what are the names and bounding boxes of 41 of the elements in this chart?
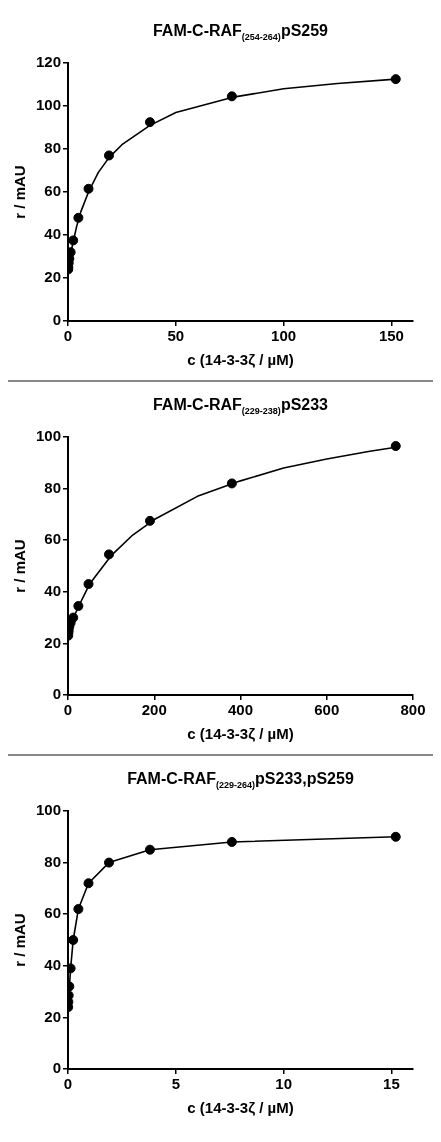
- x-axis-title: c (14-3-3ζ / µM): [187, 725, 294, 743]
- x-axis-title: c (14-3-3ζ / µM): [187, 351, 294, 369]
- y-axis-title: r / mAU: [11, 913, 29, 967]
- y-tick-label: 100: [36, 427, 62, 445]
- y-tick-label: 100: [36, 96, 62, 114]
- y-axis-title: r / mAU: [11, 539, 29, 593]
- y-tick-label: 0: [52, 685, 62, 703]
- x-tick-label: 0: [63, 701, 73, 719]
- y-tick-label: 120: [36, 53, 62, 71]
- y-tick-label: 80: [44, 478, 62, 496]
- chart-title: FAM-C-RAF$_{(254-264)}$pS259: [151, 22, 329, 45]
- y-tick-label: 20: [44, 268, 62, 286]
- chart-title: FAM-C-RAF$_{(229-264)}$pS233,pS259: [126, 770, 355, 793]
- y-tick-label: 0: [52, 311, 62, 329]
- x-tick-label: 0: [63, 327, 73, 345]
- y-tick-label: 60: [44, 904, 62, 922]
- y-tick-label: 0: [52, 1059, 62, 1077]
- chart-title: FAM-C-RAF$_{(229-238)}$pS233: [151, 396, 329, 419]
- x-tick-label: 15: [383, 1075, 400, 1093]
- y-tick-label: 80: [44, 139, 62, 157]
- x-tick-label: 150: [378, 327, 404, 345]
- x-tick-label: 0: [63, 1075, 73, 1093]
- x-tick-label: 800: [400, 701, 426, 719]
- y-tick-label: 40: [44, 955, 62, 973]
- y-tick-label: 40: [44, 225, 62, 243]
- y-axis-title: r / mAU: [11, 165, 29, 219]
- y-tick-label: 20: [44, 633, 62, 651]
- x-tick-label: 100: [271, 327, 297, 345]
- x-tick-label: 10: [275, 1075, 292, 1093]
- x-tick-label: 50: [167, 327, 185, 345]
- y-tick-label: 20: [44, 1007, 62, 1025]
- x-axis-title: c (14-3-3ζ / µM): [187, 1099, 294, 1117]
- x-tick-label: 400: [228, 701, 254, 719]
- x-tick-label: 200: [141, 701, 167, 719]
- y-tick-label: 100: [36, 801, 62, 819]
- x-tick-label: 600: [314, 701, 340, 719]
- x-tick-label: 5: [171, 1075, 180, 1093]
- y-tick-label: 40: [44, 581, 62, 599]
- y-tick-label: 80: [44, 852, 62, 870]
- y-tick-label: 60: [44, 182, 62, 200]
- y-tick-label: 60: [44, 530, 62, 548]
